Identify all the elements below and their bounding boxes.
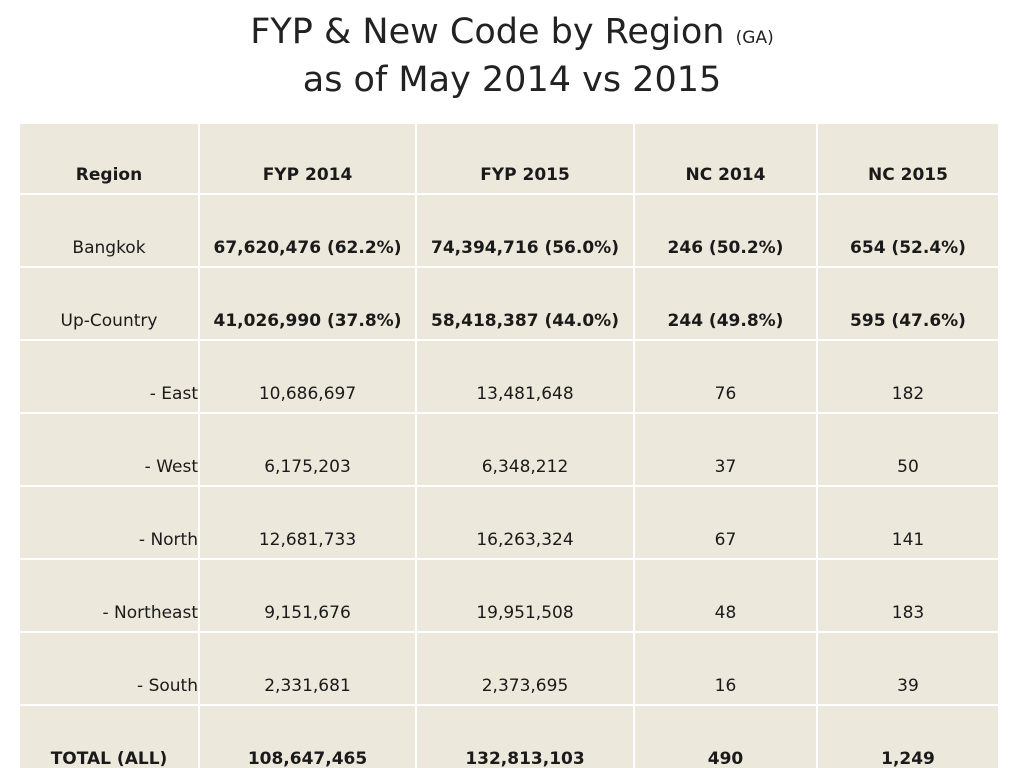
table-row: - Northeast 9,151,676 19,951,508 48 183 (18, 558, 998, 633)
value-cell: 182 (816, 339, 998, 414)
value-cell: 19,951,508 (415, 558, 635, 633)
value-cell: 6,348,212 (415, 412, 635, 487)
header-cell: Region (18, 122, 200, 195)
value-cell: 108,647,465 (198, 704, 417, 768)
table-row: Up-Country 41,026,990 (37.8%) 58,418,387 (… (18, 266, 998, 341)
table: Region FYP 2014 FYP 2015 NC 2014 NC 2015 Bang… (18, 122, 998, 768)
title: as of May 2014 vs 2015 (0, 60, 1024, 100)
value-cell: 12,681,733 (198, 485, 417, 560)
value-cell: 16,263,324 (415, 485, 635, 560)
header-cell: NC 2014 (633, 122, 818, 195)
header-row: Region FYP 2014 FYP 2015 NC 2014 NC 2015 (18, 122, 998, 195)
region-cell: Bangkok (18, 193, 200, 268)
title-line: FYP & New Code by Region (250, 12, 725, 52)
value-cell: 58,418,387 (44.0%) (415, 266, 635, 341)
value-cell: 74,394,716 (56.0%) (415, 193, 635, 268)
value-cell: 37 (633, 412, 818, 487)
value-cell: 246 (50.2%) (633, 193, 818, 268)
title: FYP & New Code by Region (GA) (0, 12, 1024, 52)
value-cell: 39 (816, 631, 998, 706)
value-cell: 132,813,103 (415, 704, 635, 768)
header-cell: FYP 2014 (198, 122, 417, 195)
table-row: - South 2,331,681 2,373,695 16 39 (18, 631, 998, 706)
title-line: as of May 2014 vs 2015 (302, 60, 722, 100)
value-cell: 490 (633, 704, 818, 768)
value-cell: 67 (633, 485, 818, 560)
value-cell: 141 (816, 485, 998, 560)
value-cell: 13,481,648 (415, 339, 635, 414)
header-cell: FYP 2015 (415, 122, 635, 195)
value-cell: 67,620,476 (62.2%) (198, 193, 417, 268)
value-cell: 10,686,697 (198, 339, 417, 414)
region-cell: Up-Country (18, 266, 200, 341)
table-row: - East 10,686,697 13,481,648 76 182 (18, 339, 998, 414)
value-cell: 6,175,203 (198, 412, 417, 487)
table-row: - North 12,681,733 16,263,324 67 141 (18, 485, 998, 560)
value-cell: 50 (816, 412, 998, 487)
region-cell: TOTAL (ALL) (18, 704, 200, 768)
value-cell: 1,249 (816, 704, 998, 768)
title-tag: (GA) (735, 28, 774, 48)
region-cell: - West (18, 412, 200, 487)
value-cell: 76 (633, 339, 818, 414)
value-cell: 595 (47.6%) (816, 266, 998, 341)
value-cell: 9,151,676 (198, 558, 417, 633)
value-cell: 2,373,695 (415, 631, 635, 706)
header-cell: NC 2015 (816, 122, 998, 195)
value-cell: 16 (633, 631, 818, 706)
value-cell: 2,331,681 (198, 631, 417, 706)
value-cell: 244 (49.8%) (633, 266, 818, 341)
region-cell: - Northeast (18, 558, 200, 633)
table-row: Bangkok 67,620,476 (62.2%) 74,394,716 (56.… (18, 193, 998, 268)
value-cell: 48 (633, 558, 818, 633)
value-cell: 41,026,990 (37.8%) (198, 266, 417, 341)
region-cell: - South (18, 631, 200, 706)
value-cell: 183 (816, 558, 998, 633)
table-container: Region FYP 2014 FYP 2015 NC 2014 NC 2015 Bang… (18, 122, 998, 768)
table-row: - West 6,175,203 6,348,212 37 50 (18, 412, 998, 487)
region-cell: - East (18, 339, 200, 414)
region-cell: - North (18, 485, 200, 560)
value-cell: 654 (52.4%) (816, 193, 998, 268)
table-row: TOTAL (ALL) 108,647,465 132,813,103 490 1,24… (18, 704, 998, 768)
